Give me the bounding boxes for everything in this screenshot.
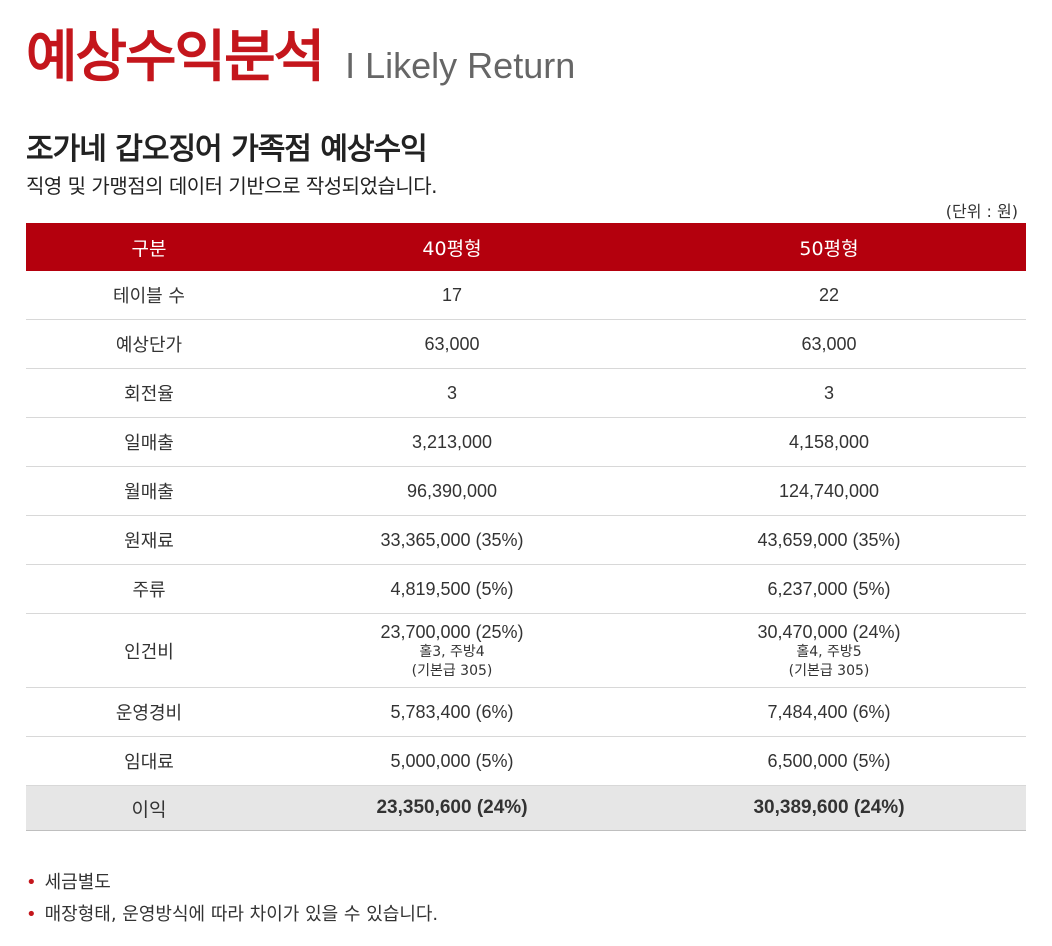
page-title-english: I Likely Return — [345, 45, 576, 86]
row-label: 임대료 — [26, 736, 272, 786]
value-main: 23,700,000 (25%) — [380, 621, 524, 642]
row-label: 예상단가 — [26, 319, 272, 369]
footnote-item: • 세금별도 — [26, 868, 438, 894]
footnote-text: 매장형태, 운영방식에 따라 차이가 있을 수 있습니다. — [44, 904, 439, 925]
page-header: 예상수익분석 I Likely Return — [26, 30, 575, 86]
value-40: 5,000,000 (5%) — [272, 736, 632, 786]
value-50: 6,500,000 (5%) — [632, 736, 1026, 786]
footnote-text: 세금별도 — [44, 872, 111, 893]
total-50: 30,389,600 (24%) — [632, 785, 1026, 831]
value-50: 43,659,000 (35%) — [632, 515, 1026, 565]
value-main: 30,470,000 (24%) — [757, 621, 901, 642]
header-40py: 40평형 — [422, 237, 482, 260]
salary-note: (기본급 305) — [788, 662, 870, 679]
page-title: 예상수익분석 — [26, 25, 325, 90]
table-header-row: 구분 40평형 50평형 — [26, 223, 1026, 271]
total-40: 23,350,600 (24%) — [272, 785, 632, 831]
row-label: 월매출 — [26, 466, 272, 516]
value-50: 124,740,000 — [632, 466, 1026, 516]
row-label: 주류 — [26, 564, 272, 614]
table-row: 회전율 3 3 — [26, 368, 1026, 418]
salary-note: (기본급 305) — [411, 662, 493, 679]
table-row: 인건비 23,700,000 (25%) 홀3, 주방4 (기본급 305) 3… — [26, 613, 1026, 688]
value-40: 33,365,000 (35%) — [272, 515, 632, 565]
bullet-icon: • — [26, 872, 37, 893]
value-50: 22 — [632, 271, 1026, 320]
value-40: 23,700,000 (25%) 홀3, 주방4 (기본급 305) — [272, 613, 632, 688]
table-row: 원재료 33,365,000 (35%) 43,659,000 (35%) — [26, 515, 1026, 565]
value-40: 96,390,000 — [272, 466, 632, 516]
table-row: 임대료 5,000,000 (5%) 6,500,000 (5%) — [26, 736, 1026, 786]
value-40: 63,000 — [272, 319, 632, 369]
table-row: 월매출 96,390,000 124,740,000 — [26, 466, 1026, 516]
table-row: 일매출 3,213,000 4,158,000 — [26, 417, 1026, 467]
header-category: 구분 — [131, 237, 167, 260]
value-50: 6,237,000 (5%) — [632, 564, 1026, 614]
footnotes: • 세금별도 • 매장형태, 운영방식에 따라 차이가 있을 수 있습니다. — [26, 868, 438, 932]
table-row: 주류 4,819,500 (5%) 6,237,000 (5%) — [26, 564, 1026, 614]
value-50: 3 — [632, 368, 1026, 418]
section-description: 직영 및 가맹점의 데이터 기반으로 작성되었습니다. — [26, 174, 438, 198]
value-40: 5,783,400 (6%) — [272, 687, 632, 737]
row-label: 회전율 — [26, 368, 272, 418]
staff-note: 홀4, 주방5 — [796, 643, 862, 660]
value-50: 7,484,400 (6%) — [632, 687, 1026, 737]
return-table: 구분 40평형 50평형 테이블 수 17 22 예상단가 63,000 63,… — [26, 223, 1026, 831]
row-label: 테이블 수 — [26, 271, 272, 320]
row-label: 인건비 — [26, 613, 272, 688]
staff-note: 홀3, 주방4 — [419, 643, 485, 660]
unit-label: (단위 : 원) — [945, 202, 1018, 221]
value-40: 3 — [272, 368, 632, 418]
value-40: 3,213,000 — [272, 417, 632, 467]
value-50: 4,158,000 — [632, 417, 1026, 467]
header-50py: 50평형 — [799, 237, 859, 260]
table-row: 운영경비 5,783,400 (6%) 7,484,400 (6%) — [26, 687, 1026, 737]
row-label: 운영경비 — [26, 687, 272, 737]
footnote-item: • 매장형태, 운영방식에 따라 차이가 있을 수 있습니다. — [26, 900, 438, 926]
value-40: 4,819,500 (5%) — [272, 564, 632, 614]
row-label: 일매출 — [26, 417, 272, 467]
value-40: 17 — [272, 271, 632, 320]
value-50: 63,000 — [632, 319, 1026, 369]
section-subtitle: 조가네 갑오징어 가족점 예상수익 — [26, 132, 428, 167]
table-row: 예상단가 63,000 63,000 — [26, 319, 1026, 369]
bullet-icon: • — [26, 904, 37, 925]
row-label: 원재료 — [26, 515, 272, 565]
table-row: 테이블 수 17 22 — [26, 271, 1026, 320]
value-50: 30,470,000 (24%) 홀4, 주방5 (기본급 305) — [632, 613, 1026, 688]
total-row: 이익 23,350,600 (24%) 30,389,600 (24%) — [26, 785, 1026, 831]
total-label: 이익 — [26, 785, 272, 831]
